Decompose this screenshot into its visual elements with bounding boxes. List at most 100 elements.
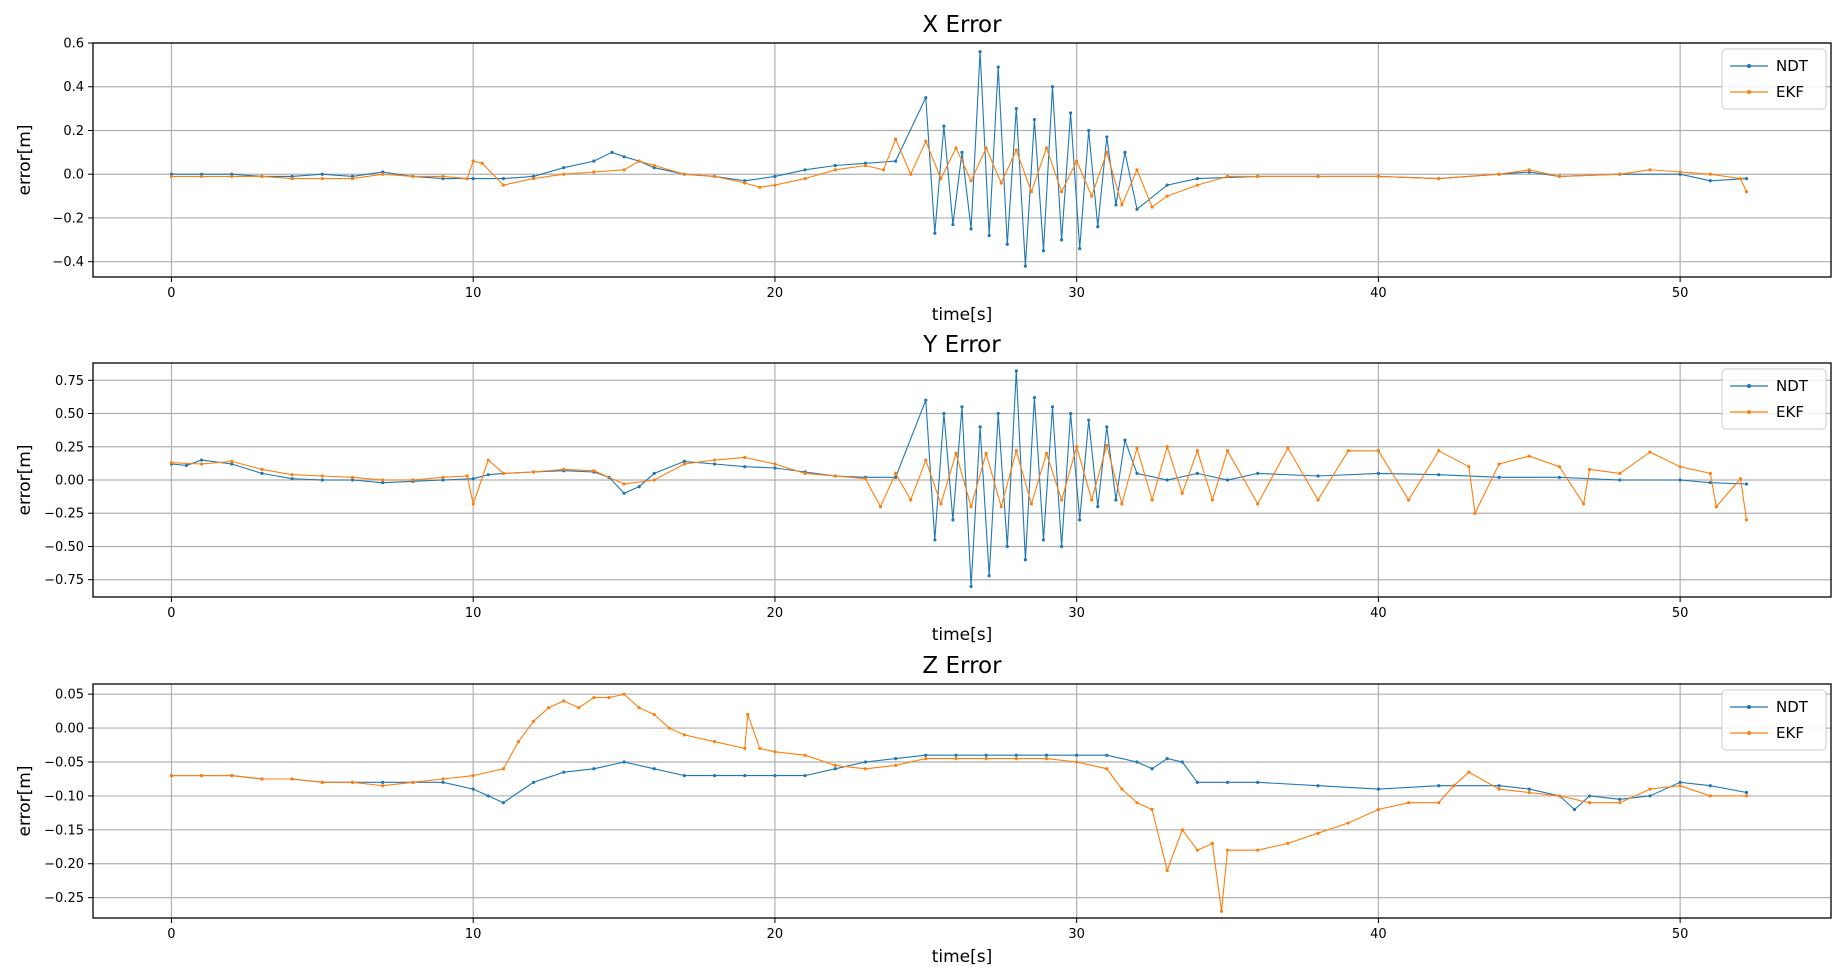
data-point-ndt — [863, 161, 868, 165]
data-point-ndt — [637, 485, 641, 489]
data-point-ndt — [960, 150, 964, 154]
data-point-ekf — [1180, 828, 1184, 832]
data-point-ekf — [1225, 174, 1230, 179]
legend-label-ekf: EKF — [1776, 403, 1804, 421]
legend-marker-ndt — [1747, 705, 1751, 709]
data-point-ekf — [1195, 183, 1199, 187]
data-point-ndt — [1744, 176, 1749, 181]
data-point-ndt — [951, 518, 955, 522]
plot-area — [169, 692, 1749, 913]
data-point-ekf — [1165, 868, 1169, 873]
data-point-ndt — [486, 794, 490, 798]
data-point-ndt — [531, 174, 536, 179]
data-point-ekf — [1557, 465, 1562, 469]
data-point-ekf — [471, 773, 475, 778]
data-point-ndt — [942, 124, 946, 128]
legend-label-ndt: NDT — [1776, 377, 1809, 395]
data-point-ndt — [1618, 797, 1622, 801]
data-point-ekf — [1135, 801, 1139, 805]
data-point-ndt — [1041, 538, 1046, 542]
data-point-ekf — [1744, 190, 1749, 194]
data-point-ekf — [637, 159, 641, 163]
data-point-ekf — [743, 455, 747, 459]
data-point-ndt — [441, 780, 445, 784]
data-point-ndt — [1557, 475, 1562, 479]
legend-marker-ekf — [1747, 410, 1751, 414]
data-point-ekf — [592, 469, 596, 473]
data-point-ekf — [169, 461, 174, 465]
data-point-ekf — [652, 478, 656, 482]
subplot-y-error: 0 10 20 30 40 50 −0.75 −0.50 −0.25 0.00 0.25 0.50 0.… — [15, 332, 1832, 645]
data-point-ndt — [592, 159, 596, 163]
data-point-ndt — [1618, 478, 1622, 482]
data-point-ndt — [1165, 757, 1169, 761]
data-point-ekf — [1286, 446, 1290, 450]
data-point-ndt — [441, 176, 445, 181]
x-tick-label: 10 — [465, 286, 482, 301]
data-point-ndt — [1078, 246, 1082, 251]
legend: NDT EKF — [1721, 48, 1827, 110]
plot-area — [169, 369, 1749, 588]
legend-marker-ekf — [1747, 731, 1751, 735]
data-point-ndt — [1005, 544, 1009, 549]
data-point-ndt — [773, 174, 777, 179]
data-point-ndt — [1087, 418, 1091, 422]
data-point-ekf — [260, 467, 264, 471]
data-point-ndt — [531, 780, 536, 784]
data-point-ekf — [758, 746, 762, 751]
legend-marker-ekf — [1747, 90, 1751, 94]
data-point-ekf — [441, 174, 445, 179]
data-point-ekf — [230, 459, 234, 463]
data-point-ndt — [1050, 405, 1055, 409]
data-point-ndt — [622, 155, 626, 159]
data-point-ndt — [1708, 179, 1712, 183]
data-point-ekf — [1316, 174, 1320, 179]
series-line-ekf — [171, 693, 1747, 912]
x-tick-label: 20 — [767, 286, 784, 301]
data-point-ndt — [894, 475, 898, 479]
y-tick-label: 0.50 — [55, 407, 84, 422]
data-point-ekf — [1708, 172, 1712, 176]
legend-box — [1721, 368, 1827, 430]
data-point-ndt — [290, 174, 294, 179]
data-point-ekf — [1648, 168, 1652, 172]
data-point-ekf — [652, 163, 656, 168]
data-point-ndt — [652, 166, 656, 170]
x-axis-label: time[s] — [932, 947, 993, 967]
data-point-ndt — [441, 478, 445, 482]
data-point-ekf — [909, 172, 913, 176]
data-point-ndt — [652, 471, 656, 475]
data-point-ekf — [833, 474, 837, 478]
data-point-ekf — [1029, 502, 1033, 506]
data-point-ndt — [1195, 176, 1199, 181]
data-point-ndt — [996, 411, 1000, 416]
data-point-ekf — [471, 159, 475, 163]
data-point-ekf — [1105, 443, 1109, 448]
data-point-ekf — [833, 168, 837, 172]
data-point-ndt — [610, 150, 614, 154]
data-point-ekf — [1225, 848, 1230, 852]
data-point-ndt — [1005, 242, 1009, 246]
data-point-ndt — [169, 172, 174, 176]
legend-label-ndt: NDT — [1776, 698, 1809, 716]
data-point-ndt — [712, 773, 717, 778]
data-point-ekf — [200, 174, 204, 179]
data-point-ekf — [1376, 807, 1380, 812]
legend-marker-ndt — [1747, 384, 1751, 388]
chart-title: Y Error — [922, 332, 1001, 358]
y-tick-label: 0.0 — [63, 168, 84, 183]
data-point-ekf — [1256, 174, 1260, 179]
data-point-ndt — [1316, 784, 1320, 788]
plot-area — [169, 50, 1749, 268]
x-tick-label: 30 — [1068, 927, 1085, 942]
data-point-ekf — [1014, 757, 1018, 761]
data-point-ekf — [1406, 498, 1411, 502]
data-point-ndt — [1105, 753, 1109, 757]
data-point-ndt — [1096, 225, 1100, 229]
data-point-ndt — [682, 773, 687, 778]
data-point-ekf — [592, 170, 596, 174]
data-point-ekf — [1497, 462, 1501, 466]
data-point-ekf — [320, 474, 324, 478]
data-point-ekf — [712, 174, 717, 179]
data-point-ekf — [954, 146, 958, 150]
